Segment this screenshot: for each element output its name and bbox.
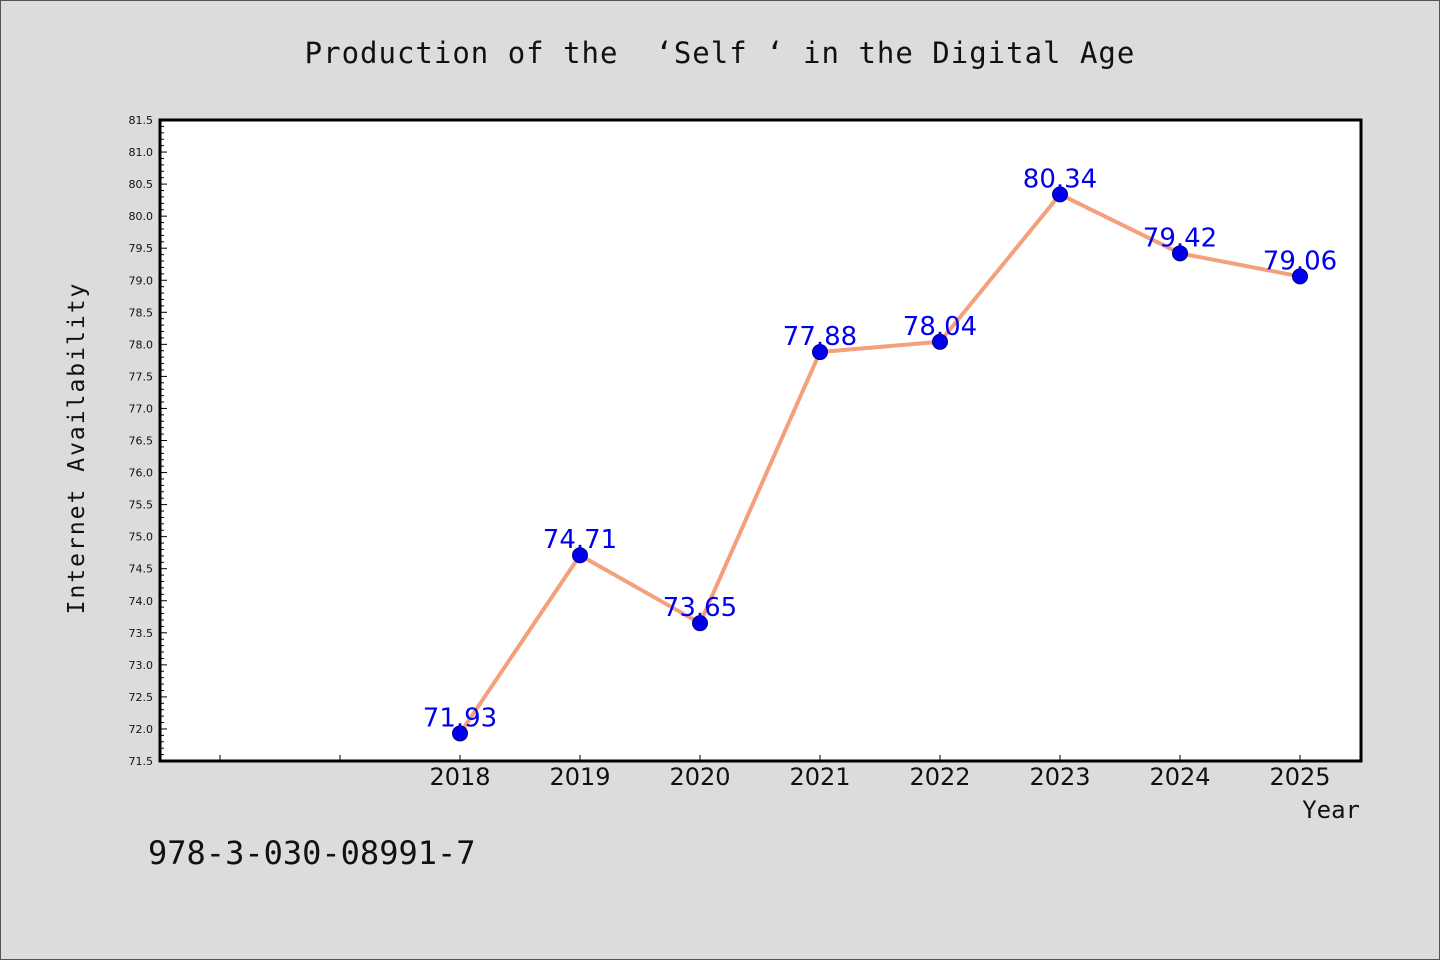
- y-tick-label: 74.5: [129, 563, 154, 576]
- x-tick-label: 2018: [429, 763, 490, 791]
- data-label: 71.93: [423, 703, 497, 733]
- y-tick-label: 74.0: [129, 595, 154, 608]
- y-tick-label: 73.0: [129, 659, 154, 672]
- y-tick-label: 77.5: [129, 370, 154, 383]
- data-point: [572, 547, 588, 564]
- data-label: 78.04: [903, 312, 977, 342]
- data-point: [452, 725, 468, 742]
- chart-title: Production of the ‘Self ‘ in the Digital…: [304, 36, 1136, 70]
- plot-area: [158, 118, 1363, 763]
- data-point: [1052, 186, 1068, 203]
- data-label: 80.34: [1023, 164, 1097, 194]
- y-tick-label: 76.0: [129, 467, 154, 480]
- y-tick-label: 81.5: [129, 114, 154, 127]
- y-tick-label: 72.0: [129, 723, 154, 736]
- x-tick-label: 2021: [789, 763, 850, 791]
- x-tick-label: 2025: [1269, 763, 1330, 791]
- x-tick-label: 2022: [909, 763, 970, 791]
- data-label: 73.65: [663, 593, 737, 623]
- y-tick-label: 75.5: [129, 499, 154, 512]
- y-tick-label: 81.0: [129, 146, 154, 159]
- series-line-path: [458, 192, 1301, 735]
- data-points: [452, 186, 1308, 742]
- x-tick-label: 2019: [549, 763, 610, 791]
- data-label: 77.88: [783, 322, 857, 352]
- y-tick-label: 80.0: [129, 210, 154, 223]
- data-label: 79.06: [1263, 246, 1337, 276]
- y-tick-label: 76.5: [129, 435, 154, 448]
- y-tick-label: 79.0: [129, 274, 154, 287]
- x-axis: 2018 2019 2020 2021 2022 2023 2024 2025: [219, 755, 1331, 791]
- y-tick-label: 75.0: [129, 531, 154, 544]
- y-tick-label: 77.0: [129, 402, 154, 415]
- data-labels: 71.93 74.71 73.65 77.88 78.04 80.34 79.42 79.06: [423, 164, 1337, 733]
- y-tick-label: 78.5: [129, 306, 154, 319]
- y-tick-label: 79.5: [129, 242, 154, 255]
- data-point: [812, 344, 828, 361]
- data-label: 74.71: [543, 525, 617, 555]
- y-tick-label: 72.5: [129, 691, 154, 704]
- x-tick-label: 2024: [1149, 763, 1210, 791]
- x-tick-label: 2020: [669, 763, 730, 791]
- y-axis: 71.5 72.0 72.5 73.0 73.5 74.0 74.5 75.0 75.5 76.0…: [129, 114, 167, 768]
- y-tick-label: 71.5: [129, 755, 154, 768]
- x-axis-title: Year: [1302, 796, 1360, 824]
- data-point: [1292, 268, 1308, 285]
- data-point: [1172, 245, 1188, 262]
- y-tick-label: 78.0: [129, 338, 154, 351]
- series-line: [458, 192, 1301, 735]
- y-tick-label: 73.5: [129, 627, 154, 640]
- data-point: [692, 615, 708, 632]
- x-tick-label: 2023: [1029, 763, 1090, 791]
- data-point: [932, 333, 948, 350]
- isbn-text: 978-3-030-08991-7: [148, 834, 476, 872]
- y-tick-label: 80.5: [129, 178, 154, 191]
- data-label: 79.42: [1143, 223, 1217, 253]
